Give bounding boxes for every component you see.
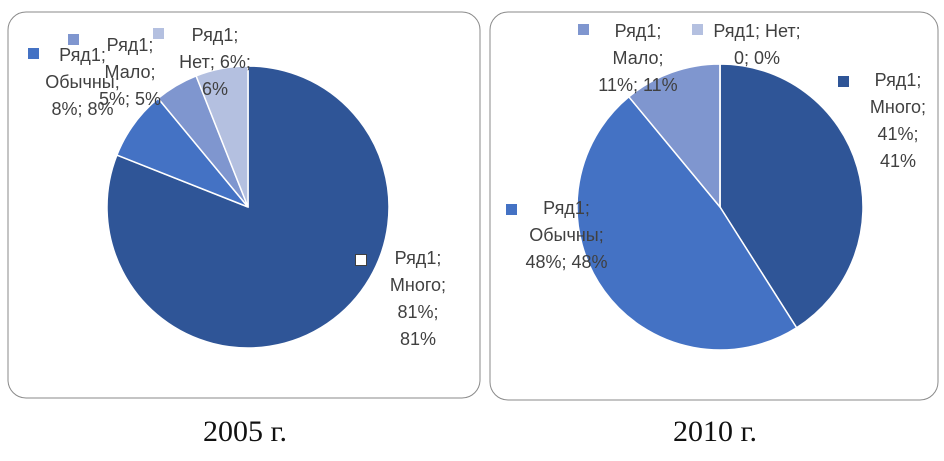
- legend-marker: [578, 24, 589, 35]
- legend-marker: [68, 34, 79, 45]
- legend-marker: [692, 24, 703, 35]
- pie-slice: [627, 63, 721, 210]
- chart-title: 2010 г.: [673, 415, 757, 448]
- chart-frame: [489, 11, 939, 401]
- legend-marker: [838, 76, 849, 87]
- data-label: Ряд1; Много; 41%; 41%: [869, 70, 927, 171]
- legend-marker: [28, 48, 39, 59]
- pie-slice: [195, 65, 249, 208]
- legend-marker: [355, 254, 367, 266]
- data-label: Ряд1; Много; 81%; 81%: [389, 248, 447, 349]
- data-label: Ряд1; Мало; 5%; 5%: [98, 35, 162, 109]
- data-label: Ряд1; Нет; 0; 0%: [713, 21, 801, 68]
- pie-slice: [719, 63, 864, 329]
- data-label: Ряд1; Обычны; 8%; 8%: [45, 45, 120, 119]
- data-label: Ряд1; Обычны; 48%; 48%: [525, 198, 608, 272]
- pie-slice: [576, 95, 798, 351]
- chart-title: 2005 г.: [203, 415, 287, 448]
- legend-marker: [153, 28, 164, 39]
- data-label: Ряд1; Мало; 11%; 11%: [598, 21, 678, 95]
- chart-frame: [7, 11, 481, 399]
- legend-marker: [506, 204, 517, 215]
- data-label: Ряд1; Нет; 6%; 6%: [179, 25, 251, 99]
